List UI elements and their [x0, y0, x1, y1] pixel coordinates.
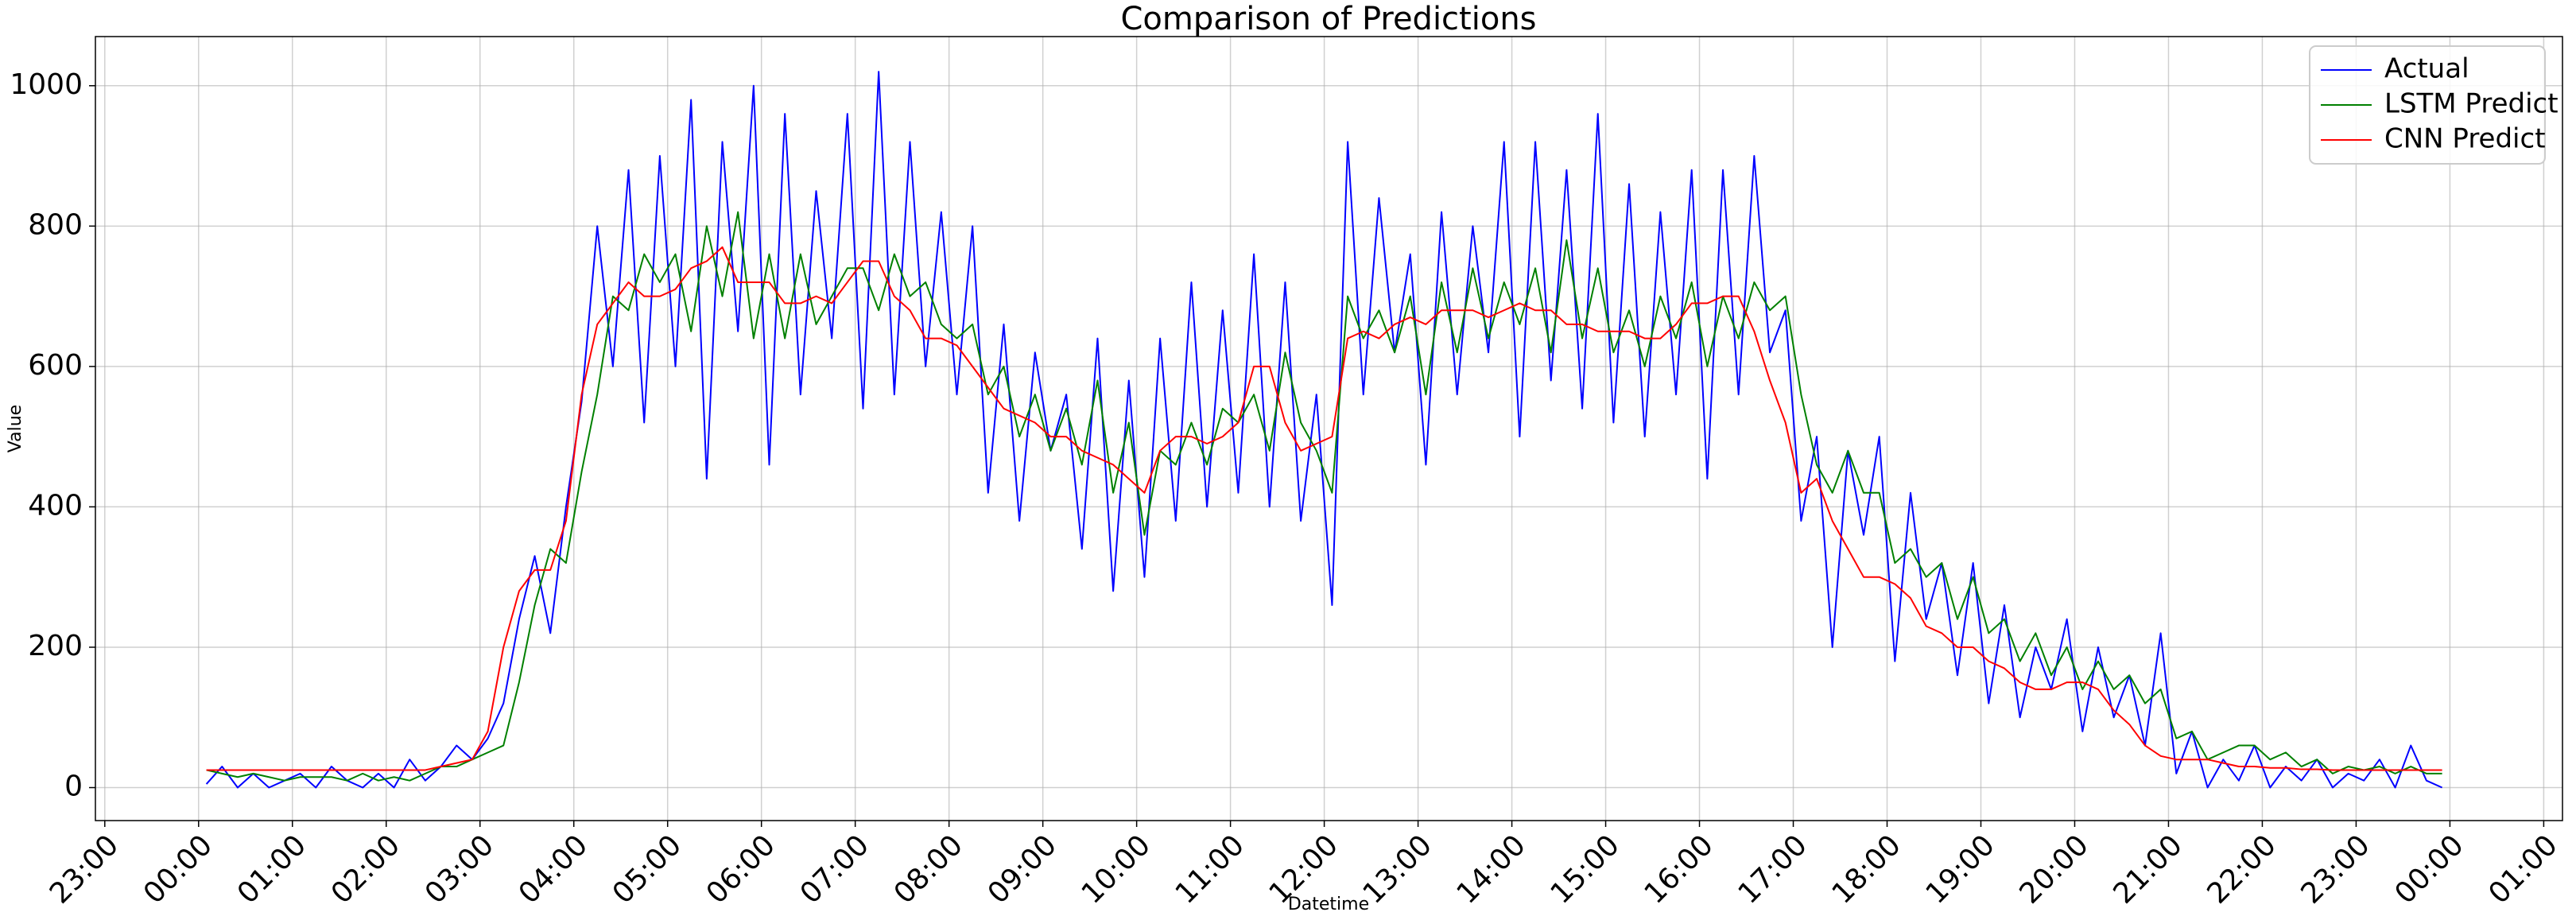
- y-axis-label: Value: [6, 405, 25, 452]
- legend-box: [2309, 45, 2546, 165]
- y-tick-label: 800: [28, 208, 83, 241]
- series-line: [206, 211, 2442, 782]
- y-tick-label: 200: [28, 630, 83, 662]
- plot-frame: [95, 36, 2563, 821]
- chart-title: Comparison of Predictions: [1120, 1, 1536, 37]
- legend-label: LSTM Predict: [2384, 88, 2559, 120]
- legend-label: CNN Predict: [2384, 123, 2546, 155]
- x-axis-label: Datetime: [1288, 895, 1369, 914]
- y-tick-label: 600: [28, 349, 83, 382]
- series-line: [206, 246, 2442, 771]
- y-tick-label: 1000: [10, 68, 83, 101]
- y-tick-label: 0: [64, 770, 83, 803]
- y-tick-label: 400: [28, 489, 83, 522]
- legend-label: Actual: [2384, 53, 2469, 85]
